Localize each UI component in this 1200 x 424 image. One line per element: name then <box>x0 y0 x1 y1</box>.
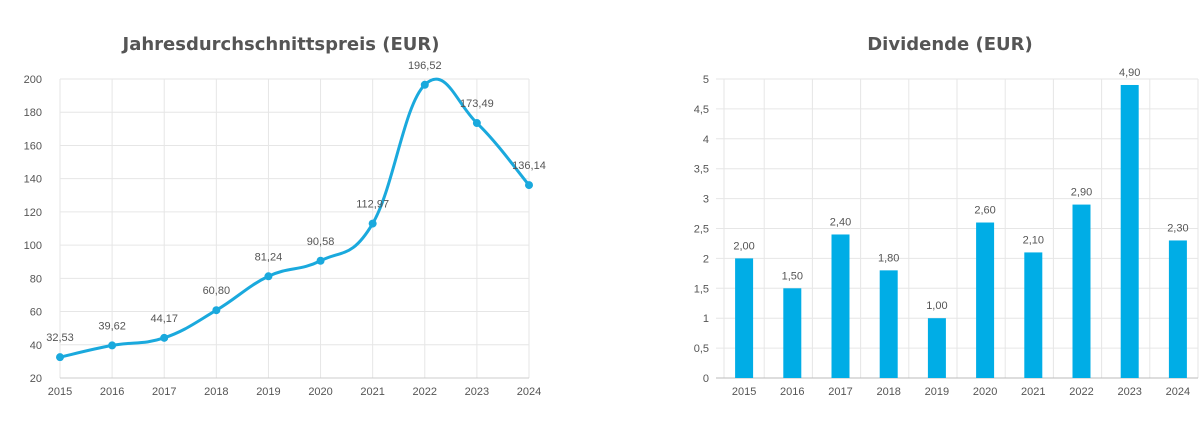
x-tick-label: 2015 <box>732 386 756 398</box>
x-tick-label: 2022 <box>1069 386 1093 398</box>
data-label: 1,80 <box>878 252 899 264</box>
data-label: 44,17 <box>150 313 178 325</box>
y-tick-label: 60 <box>30 307 42 319</box>
data-label: 2,00 <box>733 240 754 252</box>
data-label: 2,60 <box>974 205 995 217</box>
x-tick-label: 2024 <box>1166 386 1190 398</box>
x-tick-label: 2019 <box>256 386 280 398</box>
x-tick-label: 2023 <box>465 386 489 398</box>
y-tick-label: 180 <box>24 107 42 119</box>
y-tick-label: 1 <box>703 313 709 325</box>
data-point <box>264 272 273 281</box>
y-tick-label: 2 <box>703 253 709 265</box>
dividend-bar <box>831 234 850 378</box>
dividend-bar <box>927 318 946 378</box>
y-tick-label: 2,5 <box>694 224 709 236</box>
dividend-bar <box>783 288 802 378</box>
y-tick-label: 4,5 <box>694 104 709 116</box>
x-tick-label: 2022 <box>413 386 437 398</box>
x-tick-label: 2023 <box>1117 386 1141 398</box>
dividend-bar <box>1120 84 1139 378</box>
data-point <box>108 341 117 350</box>
data-label: 1,50 <box>782 270 803 282</box>
y-tick-label: 0,5 <box>694 343 709 355</box>
y-tick-label: 4 <box>703 134 709 146</box>
y-tick-label: 40 <box>30 340 42 352</box>
dividend-bar <box>1168 240 1187 378</box>
x-tick-label: 2021 <box>360 386 384 398</box>
data-label: 2,40 <box>830 216 851 228</box>
data-label: 2,10 <box>1023 234 1044 246</box>
data-point <box>368 219 377 228</box>
y-tick-label: 80 <box>30 273 42 285</box>
y-tick-label: 140 <box>24 174 42 186</box>
x-tick-label: 2017 <box>828 386 852 398</box>
x-tick-label: 2024 <box>517 386 541 398</box>
data-label: 136,14 <box>512 160 546 172</box>
data-label: 81,24 <box>255 251 283 263</box>
bar-chart-title: Dividende (EUR) <box>867 34 1033 55</box>
dividend-bar <box>1024 252 1043 378</box>
data-label: 90,58 <box>307 236 335 248</box>
data-label: 173,49 <box>460 98 494 110</box>
data-point <box>472 119 481 128</box>
dividend-bar <box>735 258 754 378</box>
data-point <box>525 181 533 190</box>
data-point <box>160 333 169 342</box>
x-tick-label: 2018 <box>204 386 228 398</box>
line-chart-title: Jahresdurchschnittspreis (EUR) <box>122 34 440 55</box>
data-label: 112,97 <box>356 199 389 211</box>
data-point <box>56 353 64 362</box>
data-label: 32,53 <box>46 332 74 344</box>
y-tick-label: 160 <box>24 140 42 152</box>
data-label: 1,00 <box>926 300 947 312</box>
x-tick-label: 2019 <box>925 386 949 398</box>
x-tick-label: 2015 <box>48 386 72 398</box>
y-tick-label: 200 <box>24 74 42 86</box>
y-tick-label: 120 <box>24 207 42 219</box>
data-label: 39,62 <box>98 320 126 332</box>
data-label: 2,90 <box>1071 187 1092 199</box>
y-tick-label: 100 <box>24 240 42 252</box>
x-tick-label: 2020 <box>973 386 997 398</box>
y-tick-label: 0 <box>703 373 709 385</box>
y-tick-label: 20 <box>30 373 42 385</box>
y-tick-label: 3 <box>703 194 709 206</box>
data-point <box>420 80 429 89</box>
y-tick-label: 1,5 <box>694 283 709 295</box>
data-point <box>316 256 325 265</box>
y-tick-label: 3,5 <box>694 164 709 176</box>
x-tick-label: 2016 <box>100 386 124 398</box>
x-tick-label: 2016 <box>780 386 804 398</box>
data-label: 2,30 <box>1167 222 1188 234</box>
dividend-bar <box>1072 204 1091 378</box>
x-tick-label: 2017 <box>152 386 176 398</box>
data-label: 60,80 <box>203 285 231 297</box>
line-chart: 20 40 60 80 100 120 140 160 180 200 2015 2016 2017 20… <box>24 60 546 398</box>
data-label: 4,90 <box>1119 67 1140 79</box>
x-tick-label: 2021 <box>1021 386 1045 398</box>
dividend-bar <box>879 270 898 378</box>
x-tick-label: 2018 <box>876 386 900 398</box>
data-label: 196,52 <box>408 60 442 72</box>
x-tick-label: 2020 <box>308 386 332 398</box>
data-point <box>212 306 221 315</box>
dividend-bar <box>976 222 995 378</box>
y-tick-label: 5 <box>703 74 709 86</box>
